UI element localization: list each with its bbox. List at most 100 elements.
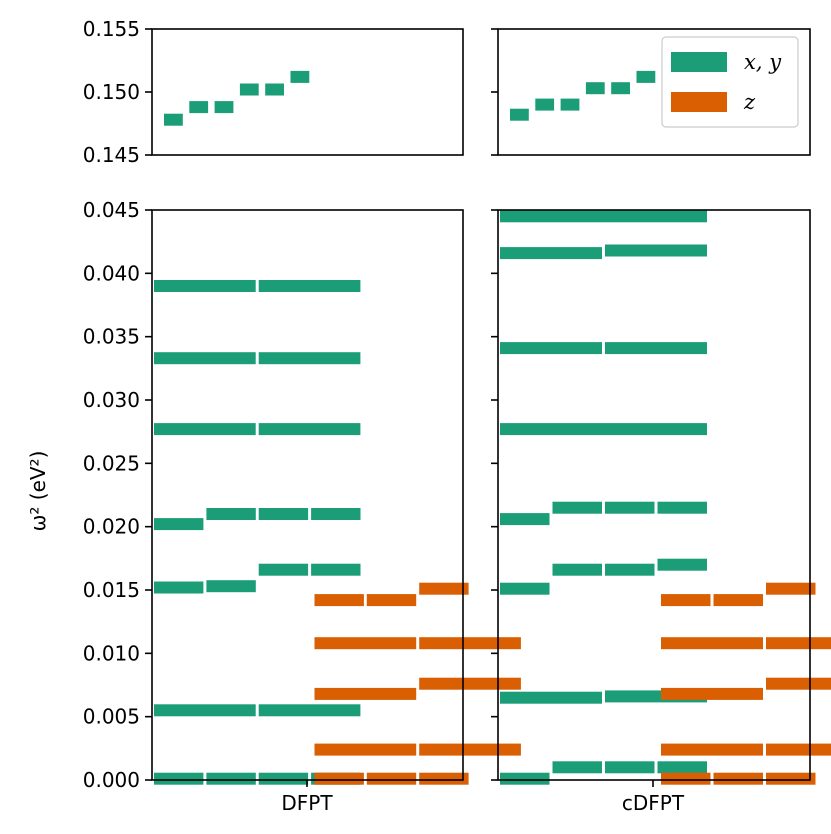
bar-z-dfpt-bottom-6 (419, 677, 521, 690)
y-tick-label-bottom-7: 0.010 (83, 641, 140, 665)
bar-xy-cdfpt-bottom-6 (500, 513, 550, 526)
y-tick-label-top-2: 0.145 (83, 143, 140, 167)
y-tick-label-bottom-2: 0.035 (83, 325, 140, 349)
bar-xy-dfpt-top-3 (239, 83, 259, 96)
y-tick-label-top-1: 0.150 (83, 80, 140, 104)
bar-z-cdfpt-bottom-10 (713, 772, 763, 785)
bar-xy-cdfpt-bottom-7 (552, 501, 602, 514)
y-tick-label-top-0: 0.155 (83, 17, 140, 41)
bar-xy-dfpt-bottom-18 (258, 772, 309, 785)
bar-xy-cdfpt-bottom-2 (605, 244, 707, 257)
bar-xy-cdfpt-bottom-3 (500, 342, 602, 355)
bar-z-cdfpt-bottom-7 (661, 743, 763, 756)
bar-z-cdfpt-bottom-9 (661, 772, 711, 785)
legend-label-z: z (743, 90, 756, 114)
bar-xy-cdfpt-bottom-10 (500, 582, 550, 595)
y-tick-label-bottom-1: 0.040 (83, 261, 140, 285)
y-tick-label-bottom-3: 0.030 (83, 388, 140, 412)
x-tick-label-cdfpt: cDFPT (622, 791, 685, 815)
bar-z-cdfpt-bottom-2 (766, 582, 816, 595)
bar-xy-dfpt-bottom-15 (258, 704, 361, 717)
bar-xy-dfpt-top-2 (214, 101, 234, 114)
bar-z-cdfpt-bottom-3 (661, 637, 763, 650)
bar-xy-cdfpt-top-5 (636, 70, 656, 83)
y-axis-label: ω² (eV²) (26, 451, 50, 532)
bar-xy-dfpt-top-0 (164, 113, 183, 126)
bar-xy-dfpt-top-5 (290, 70, 310, 83)
bar-z-cdfpt-bottom-6 (766, 677, 831, 690)
bar-xy-cdfpt-bottom-11 (552, 563, 602, 576)
y-tick-label-bottom-9: 0.000 (83, 768, 140, 792)
bar-xy-cdfpt-bottom-13 (657, 558, 707, 571)
bar-z-dfpt-bottom-3 (314, 637, 417, 650)
bar-xy-dfpt-bottom-8 (258, 508, 309, 520)
bar-z-cdfpt-bottom-5 (661, 687, 763, 700)
bar-xy-dfpt-bottom-12 (258, 563, 309, 576)
bar-xy-cdfpt-bottom-19 (657, 761, 707, 774)
bar-xy-cdfpt-bottom-17 (552, 761, 602, 774)
bar-z-dfpt-bottom-9 (314, 772, 364, 785)
bar-xy-cdfpt-top-3 (585, 82, 605, 95)
bar-xy-dfpt-bottom-10 (154, 581, 204, 594)
bar-xy-cdfpt-top-0 (510, 108, 529, 121)
bar-z-dfpt-bottom-8 (419, 743, 521, 756)
bar-xy-dfpt-bottom-2 (154, 352, 256, 365)
bar-xy-dfpt-bottom-16 (154, 772, 204, 785)
bar-xy-cdfpt-bottom-18 (605, 761, 655, 774)
bar-xy-cdfpt-bottom-5 (500, 423, 707, 436)
bar-xy-dfpt-bottom-0 (154, 280, 256, 292)
chart-ticks: 0.155 0.150 0.145 0.045 0.040 0.035 0.030 0.025… (83, 17, 654, 792)
legend-swatch-xy (671, 52, 727, 72)
chart-marks (154, 70, 831, 785)
bar-z-dfpt-bottom-2 (419, 582, 469, 595)
bar-z-dfpt-bottom-10 (366, 772, 417, 785)
bar-xy-dfpt-bottom-5 (258, 423, 361, 436)
bar-xy-dfpt-bottom-17 (206, 772, 256, 785)
bar-xy-dfpt-bottom-9 (311, 508, 361, 520)
legend-swatch-z (671, 92, 727, 112)
bar-xy-dfpt-bottom-6 (154, 518, 204, 531)
bar-z-dfpt-bottom-1 (366, 594, 417, 607)
bar-xy-cdfpt-top-2 (560, 98, 580, 111)
axes-frame-cdfpt-bottom (497, 209, 811, 781)
bar-xy-cdfpt-bottom-0 (500, 210, 707, 223)
bar-z-dfpt-bottom-5 (314, 687, 417, 700)
bar-z-cdfpt-bottom-4 (766, 637, 831, 650)
bar-z-dfpt-bottom-0 (314, 594, 364, 607)
bar-z-cdfpt-bottom-0 (661, 594, 711, 607)
y-tick-label-bottom-6: 0.015 (83, 578, 140, 602)
bar-xy-cdfpt-bottom-16 (500, 772, 550, 785)
y-tick-label-bottom-5: 0.020 (83, 515, 140, 539)
bar-z-cdfpt-bottom-1 (713, 594, 763, 607)
bar-xy-dfpt-bottom-7 (206, 508, 256, 520)
bar-xy-dfpt-bottom-3 (258, 352, 361, 365)
axes-frame-dfpt-bottom (151, 209, 464, 781)
legend: x, y z (661, 36, 799, 128)
bar-xy-cdfpt-bottom-4 (605, 342, 707, 355)
bar-z-dfpt-bottom-7 (314, 743, 417, 756)
y-tick-label-bottom-0: 0.045 (83, 198, 140, 222)
bar-z-cdfpt-bottom-8 (766, 743, 831, 756)
y-tick-label-bottom-8: 0.005 (83, 705, 140, 729)
legend-label-xy: x, y (744, 50, 782, 74)
axes-frame-dfpt-top (151, 28, 464, 156)
bar-z-dfpt-bottom-4 (419, 637, 521, 650)
bar-z-dfpt-bottom-11 (419, 772, 469, 785)
bar-xy-dfpt-bottom-1 (258, 280, 361, 292)
bar-xy-dfpt-top-4 (265, 83, 284, 96)
bar-xy-cdfpt-bottom-9 (657, 501, 707, 514)
bar-xy-dfpt-bottom-11 (206, 580, 256, 593)
chart-axes (151, 28, 811, 781)
bar-xy-dfpt-bottom-13 (311, 563, 361, 576)
bar-xy-cdfpt-top-1 (535, 98, 555, 111)
bar-xy-cdfpt-bottom-12 (605, 563, 655, 576)
y-tick-label-bottom-4: 0.025 (83, 451, 140, 475)
bar-xy-cdfpt-bottom-14 (500, 691, 602, 704)
bar-xy-cdfpt-top-4 (611, 82, 630, 95)
bar-xy-dfpt-top-1 (189, 101, 209, 114)
bar-xy-dfpt-bottom-4 (154, 423, 256, 436)
bar-xy-cdfpt-bottom-8 (605, 501, 655, 514)
bar-xy-dfpt-bottom-14 (154, 704, 256, 717)
x-tick-label-dfpt: DFPT (281, 791, 333, 815)
